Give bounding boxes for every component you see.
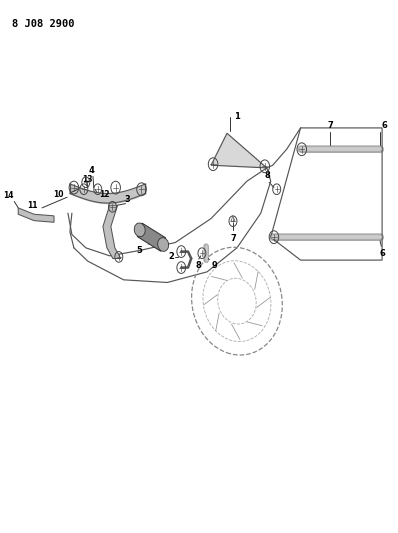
Polygon shape: [211, 133, 267, 168]
Text: 1: 1: [234, 112, 240, 120]
Text: 3: 3: [125, 195, 131, 204]
Text: 6: 6: [379, 249, 385, 257]
Polygon shape: [137, 223, 166, 251]
Text: 5: 5: [137, 246, 142, 255]
Text: 7: 7: [328, 121, 333, 130]
Text: 9: 9: [211, 261, 217, 270]
Polygon shape: [18, 208, 54, 222]
Text: 12: 12: [99, 190, 109, 198]
Text: 2: 2: [168, 253, 174, 261]
Polygon shape: [103, 205, 121, 259]
Text: 4: 4: [89, 166, 95, 175]
Text: 6: 6: [381, 121, 387, 130]
Text: 10: 10: [53, 190, 64, 198]
Text: 13: 13: [82, 175, 92, 184]
Text: 8: 8: [265, 172, 270, 180]
Ellipse shape: [158, 238, 169, 252]
Text: 14: 14: [3, 191, 14, 199]
Ellipse shape: [134, 223, 145, 237]
Text: 7: 7: [230, 234, 236, 243]
Text: 8 J08 2900: 8 J08 2900: [12, 19, 75, 29]
Text: 8: 8: [195, 261, 201, 270]
Text: 11: 11: [27, 201, 37, 210]
